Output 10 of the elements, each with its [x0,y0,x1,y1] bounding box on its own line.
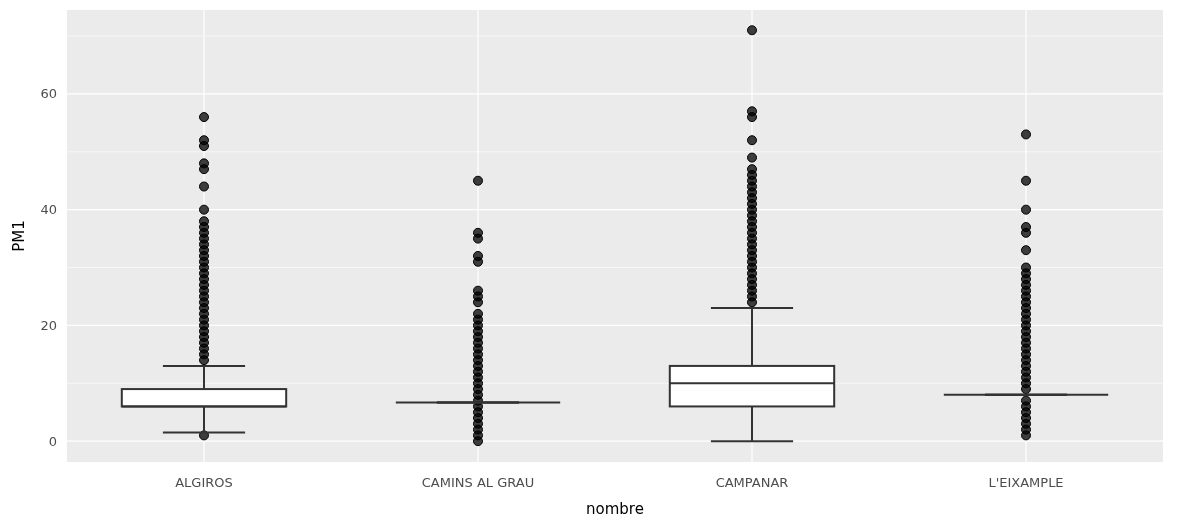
y-tick-label: 60 [40,86,57,102]
x-axis-title: nombre [586,500,644,518]
y-tick-label: 40 [40,202,57,218]
y-axis-title: PM1 [10,220,28,252]
x-tick-label: CAMINS AL GRAU [421,475,535,490]
x-tick-label: ALGIROS [175,475,233,490]
y-tick-label: 0 [48,433,57,449]
x-tick-label: CAMPANAR [715,475,789,490]
x-tick-label: L'EIXAMPLE [988,475,1064,490]
y-tick-label: 20 [40,317,57,333]
